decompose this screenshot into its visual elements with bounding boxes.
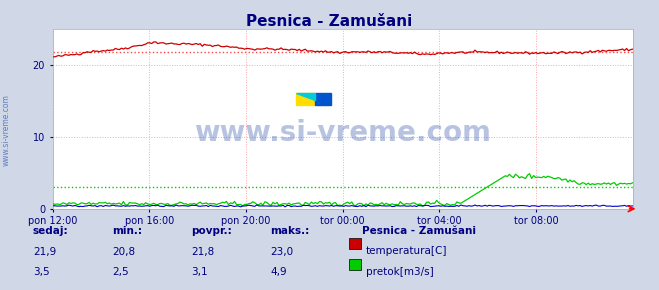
Text: 21,8: 21,8: [191, 246, 214, 256]
Text: 23,0: 23,0: [270, 246, 293, 256]
Text: 21,9: 21,9: [33, 246, 56, 256]
Text: Pesnica - Zamušani: Pesnica - Zamušani: [362, 226, 476, 236]
Text: maks.:: maks.:: [270, 226, 310, 236]
Text: 3,1: 3,1: [191, 267, 208, 277]
Text: 20,8: 20,8: [112, 246, 135, 256]
Text: temperatura[C]: temperatura[C]: [366, 246, 447, 256]
Text: www.si-vreme.com: www.si-vreme.com: [2, 95, 11, 166]
Bar: [297, 93, 316, 104]
Bar: [316, 93, 331, 104]
Text: www.si-vreme.com: www.si-vreme.com: [194, 119, 491, 147]
Text: Pesnica - Zamušani: Pesnica - Zamušani: [246, 14, 413, 30]
Polygon shape: [297, 93, 316, 100]
Text: 4,9: 4,9: [270, 267, 287, 277]
Text: povpr.:: povpr.:: [191, 226, 232, 236]
Text: 3,5: 3,5: [33, 267, 49, 277]
Text: pretok[m3/s]: pretok[m3/s]: [366, 267, 434, 277]
Text: sedaj:: sedaj:: [33, 226, 69, 236]
Text: min.:: min.:: [112, 226, 142, 236]
Text: 2,5: 2,5: [112, 267, 129, 277]
